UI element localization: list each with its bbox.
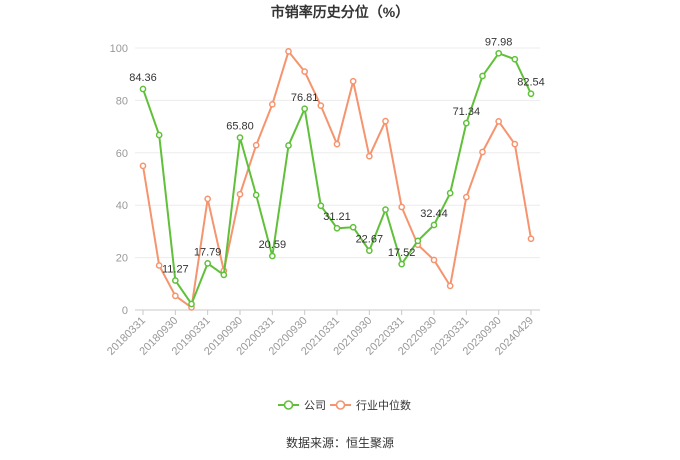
legend-label-company: 公司	[304, 400, 326, 412]
industry-median-point[interactable]	[301, 68, 309, 75]
industry-median-point[interactable]	[398, 203, 406, 211]
company-point[interactable]	[285, 142, 292, 149]
company-data-label: 97.98	[485, 36, 513, 48]
company-data-label: 76.81	[291, 92, 319, 104]
industry-median-point[interactable]	[317, 102, 325, 109]
company-data-label: 11.27	[162, 263, 189, 275]
legend-company-marker-icon	[283, 400, 294, 410]
legend: 公司 行业中位数	[278, 398, 411, 412]
company-point[interactable]	[220, 271, 228, 279]
company-point[interactable]	[155, 131, 163, 139]
y-tick-label: 100	[110, 43, 128, 55]
industry-median-point[interactable]	[365, 152, 373, 160]
company-data-label: 22.67	[356, 234, 384, 246]
company-point[interactable]	[236, 134, 244, 141]
company-point[interactable]	[171, 277, 179, 284]
series-company	[139, 49, 535, 308]
company-data-label: 32.44	[420, 208, 448, 220]
company-point[interactable]	[511, 55, 519, 63]
company-point[interactable]	[479, 72, 486, 80]
company-data-label: 71.34	[453, 106, 481, 118]
company-data-label: 82.54	[517, 77, 545, 89]
industry-median-point[interactable]	[171, 292, 179, 300]
company-point[interactable]	[414, 237, 422, 245]
industry-median-point[interactable]	[446, 282, 454, 290]
industry-median-point[interactable]	[511, 140, 519, 148]
industry-median-point[interactable]	[204, 195, 212, 203]
industry-median-point[interactable]	[382, 117, 389, 125]
data-source-note: 数据来源：恒生聚源	[286, 435, 394, 450]
company-point[interactable]	[139, 85, 147, 93]
industry-median-point[interactable]	[349, 77, 357, 85]
industry-median-point[interactable]	[268, 100, 276, 108]
company-point[interactable]	[462, 119, 470, 127]
company-data-label: 17.52	[388, 247, 416, 259]
legend-item-company[interactable]: 公司	[278, 400, 326, 412]
company-point[interactable]	[527, 90, 535, 98]
chart-title: 市销率历史分位（%）	[271, 4, 409, 20]
industry-median-point[interactable]	[252, 141, 260, 149]
company-point[interactable]	[349, 223, 357, 231]
y-tick-label: 40	[116, 200, 128, 212]
industry-median-line	[142, 50, 532, 309]
industry-median-point[interactable]	[139, 162, 147, 170]
company-point[interactable]	[204, 260, 212, 267]
company-data-label: 17.79	[194, 246, 222, 258]
company-point[interactable]	[252, 191, 260, 199]
company-data-label: 20.59	[259, 239, 287, 251]
company-point[interactable]	[365, 247, 373, 254]
y-tick-label: 20	[116, 253, 128, 265]
company-point[interactable]	[301, 105, 309, 113]
company-data-label: 31.21	[323, 211, 351, 223]
industry-median-point[interactable]	[236, 190, 244, 198]
industry-median-point[interactable]	[285, 48, 292, 55]
company-point[interactable]	[398, 260, 406, 268]
data-label-layer: 84.36 11.27 17.79 65.80 20.59 76.81 31.21 22.67…	[129, 36, 545, 275]
company-point[interactable]	[188, 300, 195, 308]
industry-median-point[interactable]	[430, 256, 438, 264]
company-point[interactable]	[430, 221, 438, 229]
industry-median-point[interactable]	[155, 262, 163, 269]
industry-median-point[interactable]	[462, 193, 470, 201]
legend-industry-median-marker-icon	[335, 400, 346, 410]
industry-median-point[interactable]	[495, 118, 503, 125]
company-point[interactable]	[317, 202, 325, 210]
company-data-label: 84.36	[129, 72, 157, 84]
industry-median-point[interactable]	[479, 148, 486, 156]
industry-median-point[interactable]	[527, 235, 535, 243]
axes: 2018033120180930201903312019093020200331…	[105, 309, 540, 358]
company-point[interactable]	[382, 206, 389, 214]
series-industry-median	[139, 48, 535, 311]
company-point[interactable]	[446, 189, 454, 197]
grid: 0 20 40 60 80 100	[110, 43, 540, 317]
legend-item-industry-median[interactable]: 行业中位数	[330, 398, 411, 412]
company-point[interactable]	[268, 252, 276, 260]
legend-label-industry-median: 行业中位数	[356, 398, 411, 412]
y-tick-label: 0	[122, 305, 128, 317]
series-layer	[139, 48, 535, 311]
industry-median-point[interactable]	[333, 140, 341, 148]
company-data-label: 65.80	[226, 121, 254, 133]
company-point[interactable]	[333, 224, 341, 232]
company-point[interactable]	[495, 49, 503, 57]
y-tick-label: 60	[116, 148, 128, 160]
y-tick-label: 80	[116, 95, 128, 107]
